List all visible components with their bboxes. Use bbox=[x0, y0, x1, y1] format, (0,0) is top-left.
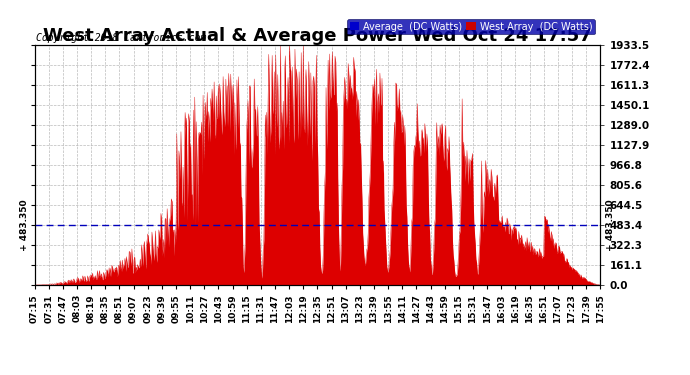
Text: + 483.350: + 483.350 bbox=[606, 199, 615, 251]
Legend: Average  (DC Watts), West Array  (DC Watts): Average (DC Watts), West Array (DC Watts… bbox=[347, 19, 595, 34]
Text: Copyright 2018 Cartronics.com: Copyright 2018 Cartronics.com bbox=[36, 33, 206, 43]
Title: West Array Actual & Average Power Wed Oct 24 17:57: West Array Actual & Average Power Wed Oc… bbox=[43, 27, 592, 45]
Text: + 483.350: + 483.350 bbox=[20, 199, 29, 251]
